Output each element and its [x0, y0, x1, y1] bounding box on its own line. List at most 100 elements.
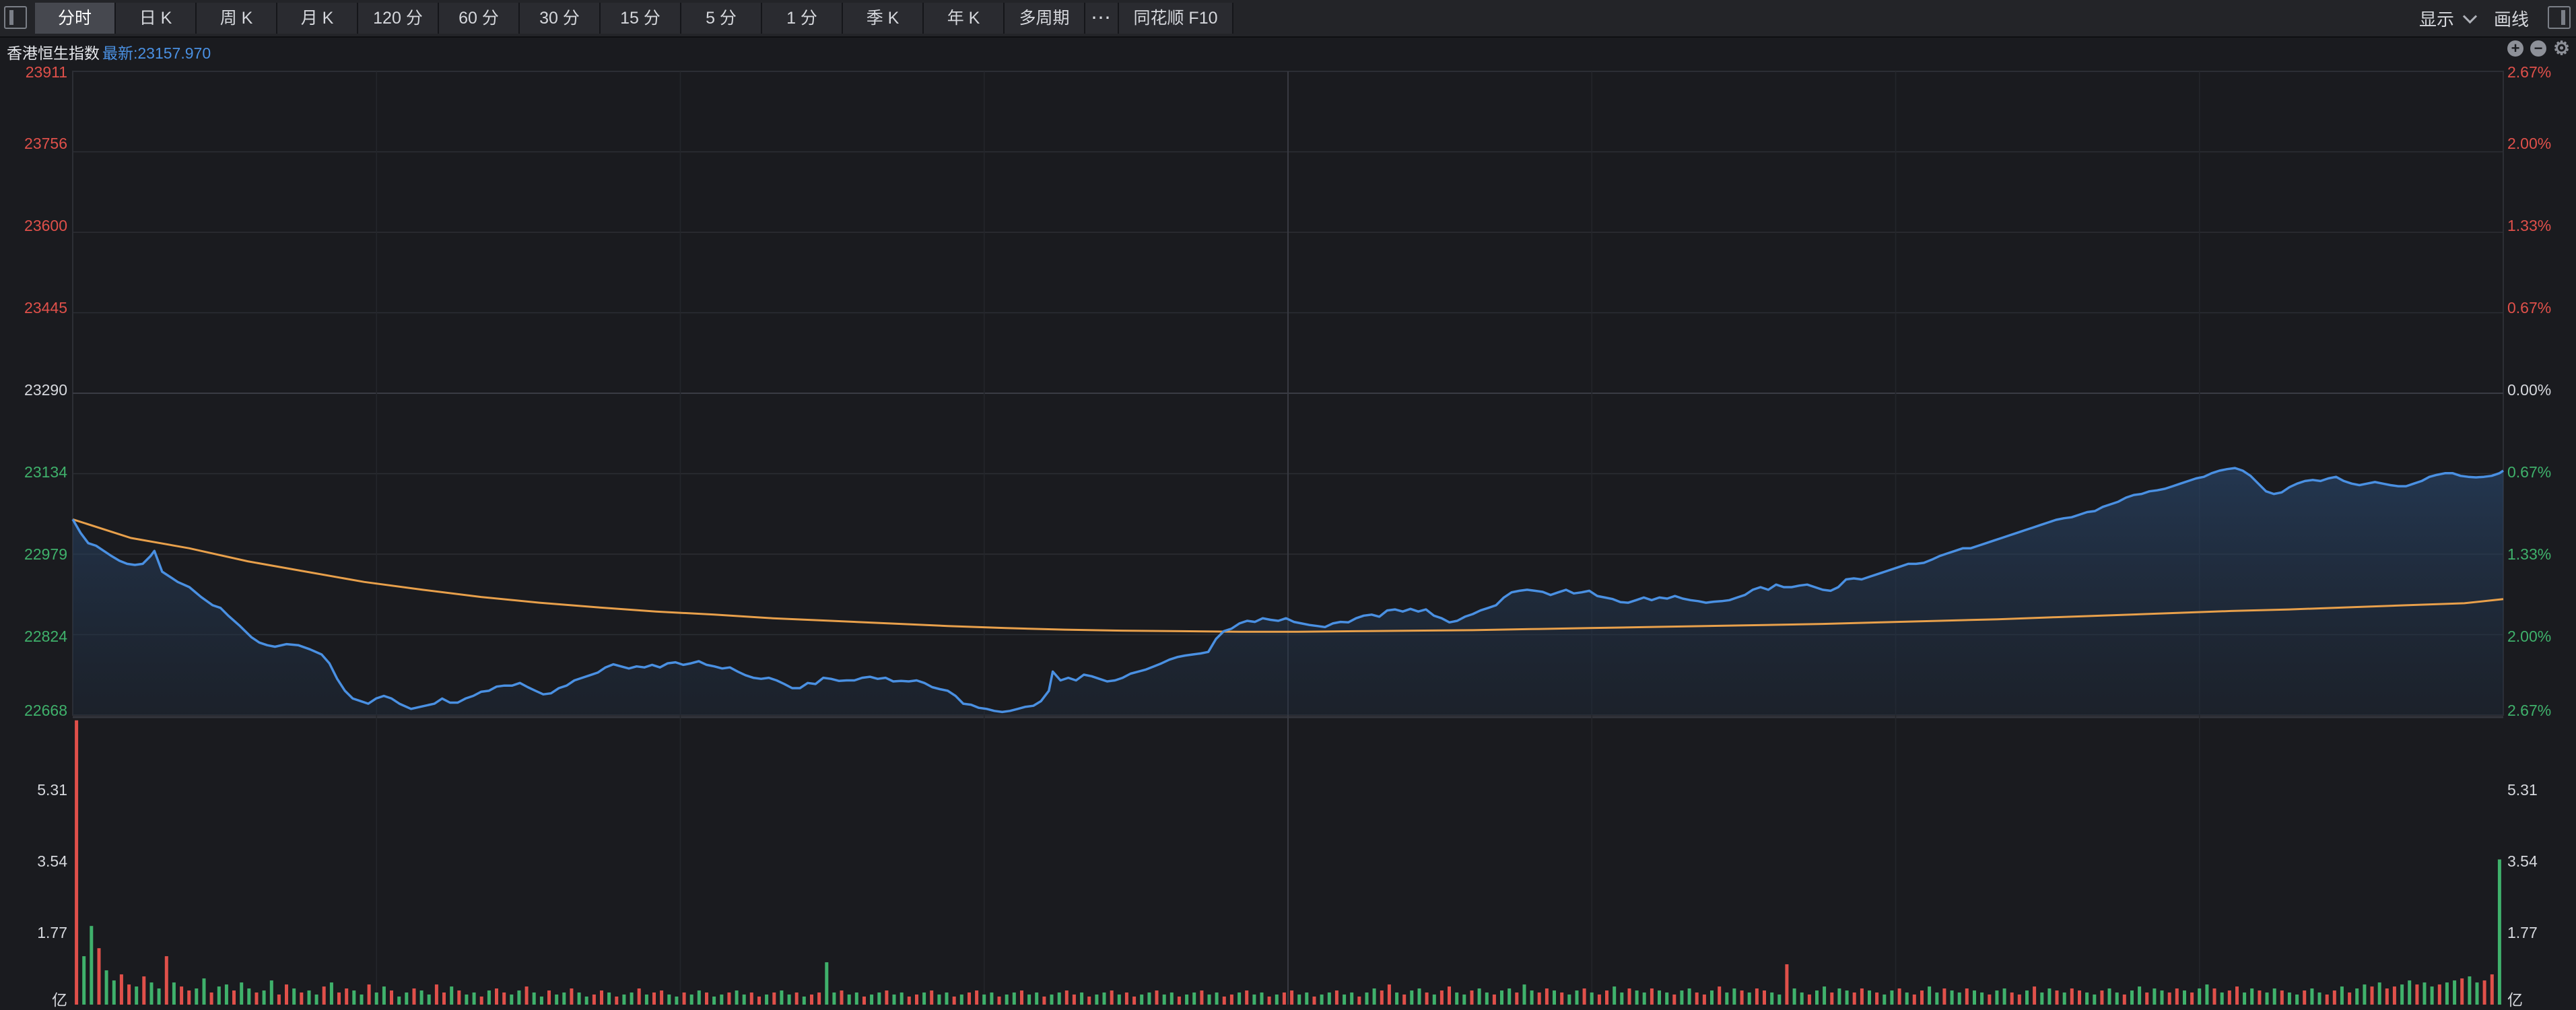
volume-bar — [1883, 995, 1887, 1005]
volume-bar — [1837, 988, 1841, 1005]
volume-bar — [1582, 988, 1586, 1005]
volume-bar — [832, 992, 836, 1005]
volume-bar — [157, 988, 161, 1005]
volume-bar — [2085, 992, 2089, 1005]
zoom-out-icon[interactable]: − — [2530, 40, 2546, 57]
volume-bar — [862, 997, 866, 1005]
volume-bar — [434, 984, 438, 1005]
volume-bar — [1823, 986, 1827, 1005]
panel-toggle-icon[interactable] — [2548, 6, 2571, 29]
tab-yearly-k[interactable]: 年 K — [924, 3, 1005, 34]
pct-tick-label: 0.00% — [2507, 381, 2552, 399]
volume-bar — [2272, 988, 2276, 1005]
volume-bar — [1852, 992, 1856, 1005]
volume-bar — [1995, 990, 1999, 1005]
tab-15min[interactable]: 15 分 — [601, 3, 681, 34]
volume-bar — [1680, 990, 1684, 1005]
y-tick-label: 23911 — [25, 63, 67, 81]
volume-bar — [1642, 992, 1646, 1005]
volume-bar — [2370, 986, 2374, 1005]
info-bar: 香港恒生指数 最新:23157.970 + − ⚙ — [0, 38, 2576, 65]
volume-bar — [135, 986, 139, 1005]
volume-bar — [630, 992, 634, 1005]
volume-bar — [652, 992, 656, 1005]
volume-bar — [1965, 988, 1969, 1005]
volume-bar — [172, 982, 176, 1005]
volume-bar — [1747, 992, 1751, 1005]
display-label: 显示 — [2418, 9, 2454, 30]
tab-30min[interactable]: 30 分 — [520, 3, 601, 34]
volume-bar — [2115, 992, 2119, 1005]
volume-bar — [442, 992, 446, 1005]
chart-controls: + − ⚙ — [2507, 39, 2570, 58]
tab-5min[interactable]: 5 分 — [681, 3, 762, 34]
volume-bar — [1695, 992, 1699, 1005]
tab-monthly-k[interactable]: 月 K — [277, 3, 358, 34]
tab-120min[interactable]: 120 分 — [358, 3, 439, 34]
period-toolbar: 分时 日 K 周 K 月 K 120 分 60 分 30 分 15 分 5 分 … — [0, 0, 2576, 38]
volume-bar — [787, 995, 791, 1005]
index-name: 香港恒生指数 — [7, 44, 100, 62]
volume-bar — [1613, 986, 1617, 1005]
tab-60min[interactable]: 60 分 — [439, 3, 520, 34]
volume-bar — [195, 988, 199, 1005]
volume-bar — [660, 990, 664, 1005]
volume-bar — [2303, 990, 2307, 1005]
vol-tick-label: 5.31 — [2507, 781, 2538, 799]
volume-bar — [1777, 995, 1782, 1005]
draw-line-button[interactable]: 画线 — [2493, 9, 2529, 30]
volume-bar — [2317, 992, 2321, 1005]
tab-intraday[interactable]: 分时 — [35, 3, 116, 34]
volume-bar — [2235, 986, 2239, 1005]
volume-bar — [2415, 984, 2419, 1005]
tab-weekly-k[interactable]: 周 K — [197, 3, 277, 34]
sidebar-toggle-icon[interactable] — [4, 6, 27, 29]
volume-bar — [1627, 988, 1631, 1005]
tab-quarterly-k[interactable]: 季 K — [843, 3, 924, 34]
volume-bar — [1845, 990, 1849, 1005]
volume-bar — [2453, 980, 2457, 1005]
display-dropdown[interactable]: 显示 — [2418, 6, 2478, 31]
vol-tick-label: 3.54 — [2507, 852, 2538, 870]
volume-bar — [224, 984, 228, 1005]
volume-bar — [810, 995, 813, 1005]
volume-bar — [615, 997, 619, 1005]
tab-f10[interactable]: 同花顺 F10 — [1119, 3, 1233, 34]
volume-bar — [2497, 859, 2501, 1005]
volume-bar — [1042, 997, 1046, 1005]
volume-bar — [1650, 988, 1654, 1005]
volume-bar — [1500, 990, 1503, 1005]
volume-bar — [547, 990, 551, 1005]
tab-multi-period[interactable]: 多周期 — [1005, 3, 1085, 34]
volume-bar — [2280, 990, 2284, 1005]
volume-bar — [97, 948, 101, 1005]
volume-bar — [1718, 986, 1722, 1005]
volume-bar — [1860, 988, 1864, 1005]
volume-bar — [2227, 990, 2231, 1005]
volume-bar — [1200, 990, 1204, 1005]
volume-bar — [1507, 988, 1512, 1005]
tab-1min[interactable]: 1 分 — [762, 3, 843, 34]
volume-bar — [877, 992, 881, 1005]
more-icon[interactable]: ⋯ — [1085, 3, 1119, 34]
volume-bar — [1485, 992, 1489, 1005]
tab-daily-k[interactable]: 日 K — [116, 3, 197, 34]
volume-bar — [1057, 992, 1061, 1005]
volume-bar — [1462, 995, 1466, 1005]
volume-bar — [300, 992, 304, 1005]
volume-bar — [1530, 990, 1534, 1005]
volume-bar — [1875, 992, 1879, 1005]
volume-bar — [2310, 988, 2314, 1005]
volume-bar — [1372, 988, 1376, 1005]
volume-bar — [1492, 995, 1496, 1005]
y-tick-label: 22668 — [24, 702, 67, 719]
volume-bar — [202, 978, 206, 1005]
zoom-in-icon[interactable]: + — [2507, 40, 2523, 57]
volume-bar — [1080, 992, 1084, 1005]
volume-bar — [2437, 984, 2441, 1005]
volume-bar — [75, 720, 79, 1005]
volume-bar — [502, 992, 506, 1005]
volume-bar — [292, 988, 296, 1005]
volume-bar — [907, 997, 911, 1005]
